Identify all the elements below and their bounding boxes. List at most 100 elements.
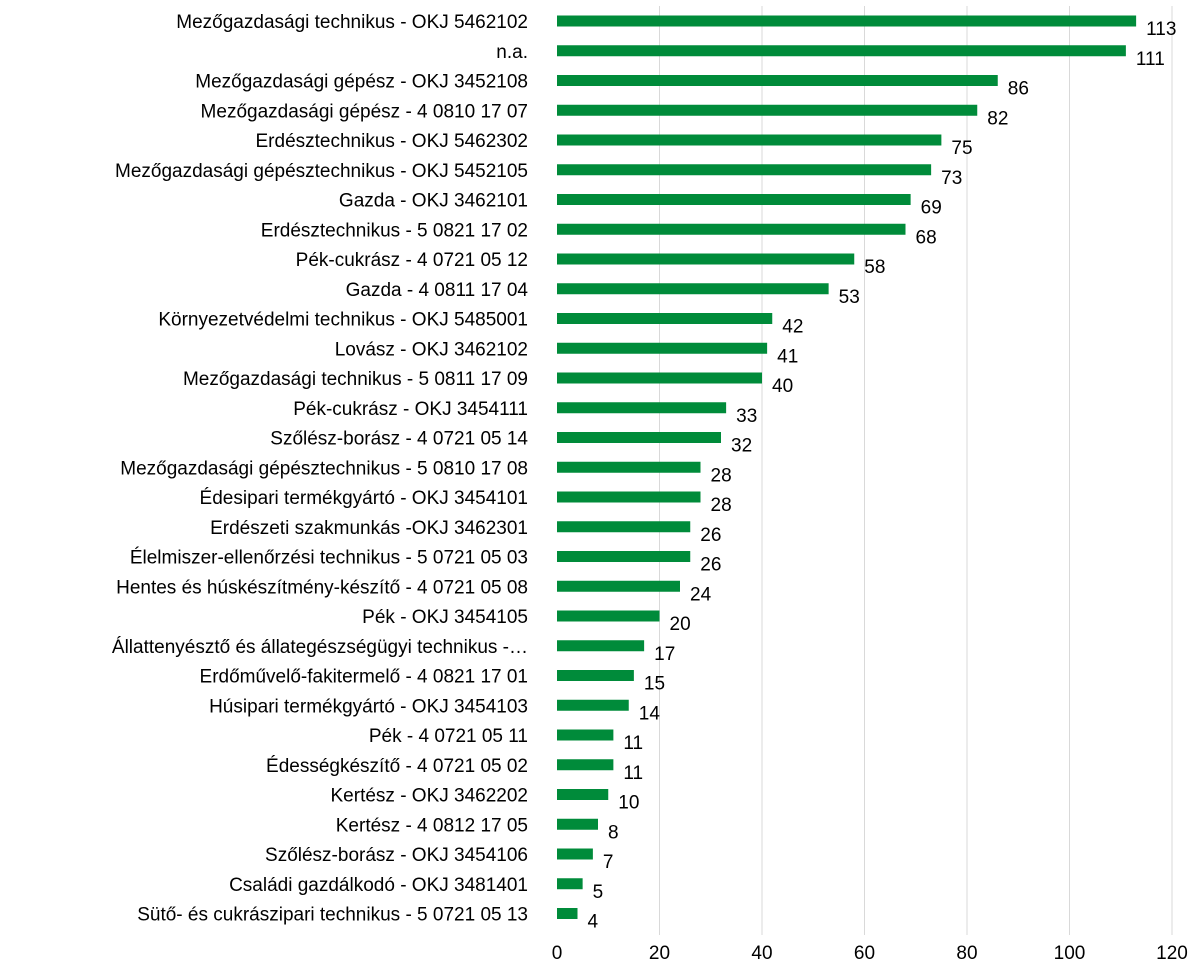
bar (557, 104, 978, 116)
category-label: Mezőgazdasági gépész - 4 0810 17 07 (201, 101, 528, 122)
bar (557, 580, 680, 592)
category-label: Kertész - 4 0812 17 05 (336, 815, 528, 836)
bars (557, 15, 1137, 919)
category-label: Állattenyésztő és állategészségügyi tech… (112, 637, 528, 658)
bar (557, 491, 701, 503)
category-label: Lovász - OKJ 3462102 (335, 339, 528, 360)
bar (557, 223, 906, 235)
data-label: 17 (654, 644, 675, 665)
bar (557, 253, 855, 265)
bar (557, 551, 691, 562)
data-label: 42 (782, 317, 803, 338)
data-label: 82 (987, 108, 1008, 129)
x-tick-label: 0 (552, 943, 563, 964)
data-label: 86 (1008, 79, 1029, 100)
bar (557, 878, 583, 890)
category-label: Erdésztechnikus - OKJ 5462302 (256, 131, 529, 152)
category-label: Sütő- és cukrászipari technikus - 5 0721… (137, 905, 528, 926)
data-label: 53 (839, 287, 860, 308)
bar (557, 818, 598, 830)
data-label: 41 (777, 346, 798, 367)
category-label: n.a. (496, 42, 528, 63)
category-label: Pék - 4 0721 05 11 (369, 726, 528, 747)
x-tick-label: 100 (1054, 943, 1086, 964)
x-tick-label: 20 (649, 943, 670, 964)
category-label: Erdészeti szakmunkás -OKJ 3462301 (210, 518, 528, 539)
data-label: 5 (593, 882, 604, 903)
bar (557, 164, 932, 176)
bar (557, 848, 593, 860)
category-label: Kertész - OKJ 3462202 (331, 786, 529, 807)
data-label: 8 (608, 822, 619, 843)
category-label: Pék-cukrász - OKJ 3454111 (293, 399, 528, 420)
category-label: Gazda - 4 0811 17 04 (346, 280, 529, 301)
data-label: 73 (941, 168, 962, 189)
data-label: 28 (711, 465, 732, 486)
bar (557, 134, 942, 146)
data-label: 69 (921, 198, 942, 219)
bar (557, 908, 578, 919)
category-label: Mezőgazdasági gépésztechnikus - 5 0810 1… (120, 458, 528, 479)
category-label: Mezőgazdasági technikus - OKJ 5462102 (176, 12, 528, 33)
bar (557, 789, 609, 800)
category-label: Szőlész-borász - 4 0721 05 14 (270, 429, 528, 450)
data-label: 7 (603, 852, 614, 873)
bar (557, 670, 634, 681)
bar (557, 521, 691, 533)
bar (557, 75, 998, 86)
bar (557, 402, 727, 414)
category-label: Erdésztechnikus - 5 0821 17 02 (261, 220, 528, 241)
data-label: 26 (700, 555, 721, 576)
data-label: 32 (731, 436, 752, 457)
data-label: 58 (864, 257, 885, 278)
category-label: Szőlész-borász - OKJ 3454106 (265, 845, 528, 866)
bar (557, 194, 911, 205)
data-label: 68 (916, 227, 937, 248)
x-axis-tick-labels: 0 20 40 60 80 100 120 (552, 943, 1188, 964)
bar (557, 699, 629, 711)
bar (557, 45, 1126, 57)
data-label: 11 (623, 763, 643, 784)
bar (557, 759, 614, 771)
category-labels: Mezőgazdasági technikus - OKJ 5462102 n.a… (112, 12, 529, 926)
category-label: Édesipari termékgyártó - OKJ 3454101 (200, 488, 528, 509)
bar (557, 15, 1137, 27)
data-label: 20 (670, 614, 691, 635)
data-label: 111 (1136, 49, 1165, 70)
bar (557, 729, 614, 741)
category-label: Édességkészítő - 4 0721 05 02 (266, 756, 528, 777)
category-label: Pék - OKJ 3454105 (362, 607, 528, 628)
category-label: Környezetvédelmi technikus - OKJ 5485001 (158, 310, 528, 331)
data-label: 15 (644, 674, 665, 695)
data-label: 24 (690, 584, 712, 605)
category-label: Családi gazdálkodó - OKJ 3481401 (229, 875, 528, 896)
category-label: Húsipari termékgyártó - OKJ 3454103 (209, 696, 528, 717)
bar (557, 432, 721, 443)
gridlines (659, 6, 1173, 935)
bar (557, 372, 762, 384)
data-label: 75 (951, 138, 972, 159)
data-label: 28 (711, 495, 732, 516)
category-label: Mezőgazdasági gépész - OKJ 3452108 (195, 72, 528, 93)
category-label: Pék-cukrász - 4 0721 05 12 (296, 250, 528, 271)
data-label: 26 (700, 525, 721, 546)
x-tick-label: 80 (956, 943, 977, 964)
data-label: 14 (639, 703, 661, 724)
x-tick-label: 120 (1156, 943, 1188, 964)
data-label: 40 (772, 376, 793, 397)
bar (557, 283, 829, 295)
category-label: Hentes és húskészítmény-készítő - 4 0721… (116, 577, 528, 598)
category-label: Mezőgazdasági gépésztechnikus - OKJ 5452… (115, 161, 528, 182)
bar (557, 640, 645, 652)
bar (557, 313, 773, 324)
bar (557, 461, 701, 473)
category-label: Mezőgazdasági technikus - 5 0811 17 09 (183, 369, 528, 390)
bar (557, 342, 768, 354)
data-label: 11 (623, 733, 643, 754)
x-tick-label: 40 (751, 943, 772, 964)
x-tick-label: 60 (854, 943, 875, 964)
category-label: Gazda - OKJ 3462101 (339, 191, 528, 212)
category-label: Élelmiszer-ellenőrzési technikus - 5 072… (130, 548, 528, 569)
